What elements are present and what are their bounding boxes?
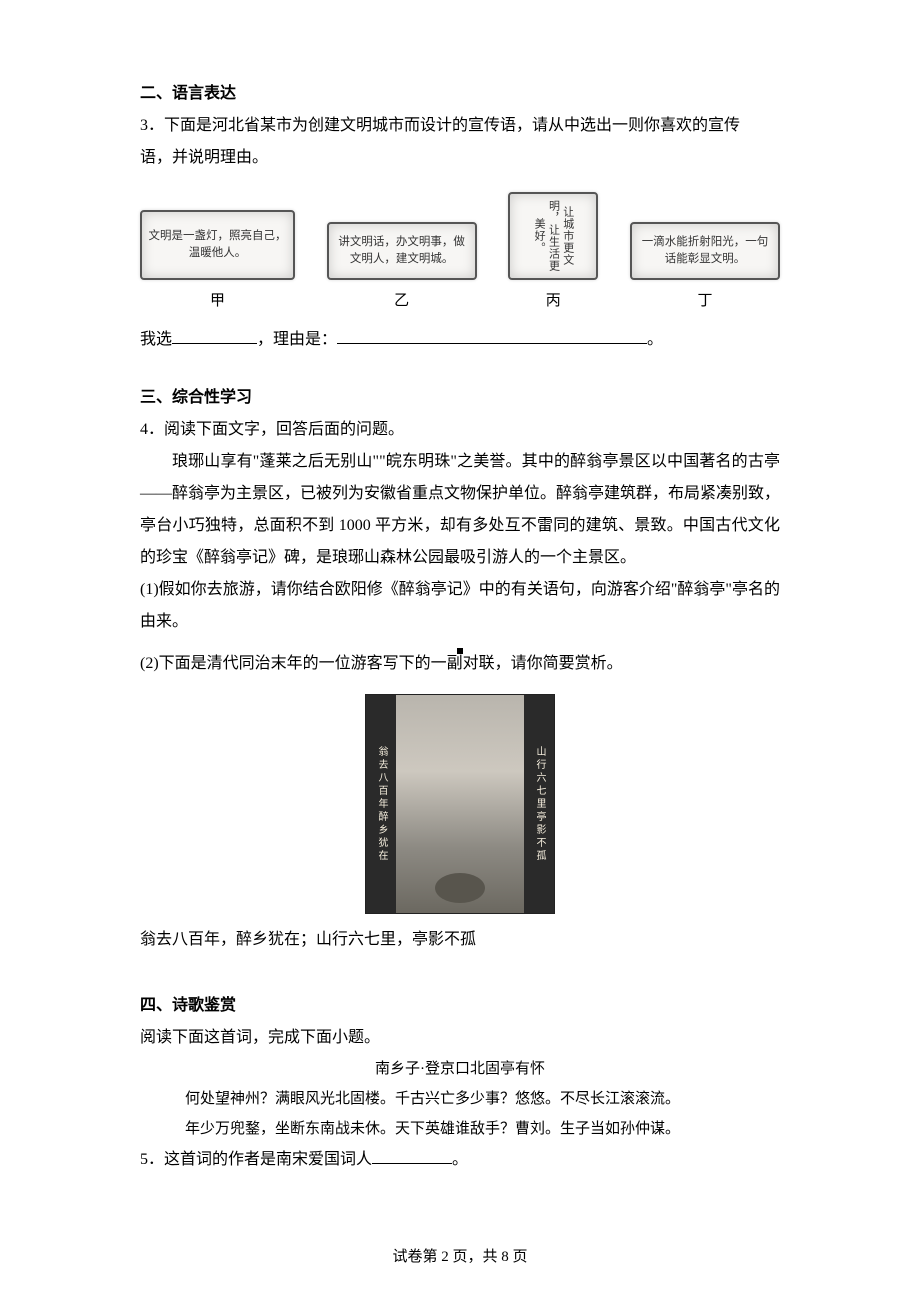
q3-intro-line2: 语，并说明理由。 bbox=[140, 142, 780, 174]
section-heading-3: 三、综合性学习 bbox=[140, 382, 780, 414]
couplet-center bbox=[396, 695, 524, 913]
q4-paragraph: 琅琊山享有"蓬莱之后无别山""皖东明珠"之美誉。其中的醉翁亭景区以中国著名的古亭… bbox=[140, 446, 780, 574]
q5-prefix: 5．这首词的作者是南宋爱国词人 bbox=[140, 1151, 372, 1168]
slogan-row: 文明是一盏灯，照亮自己，温暖他人。 甲 讲文明话，办文明事，做文明人，建文明城。… bbox=[140, 192, 780, 316]
blank-reason[interactable] bbox=[337, 326, 647, 344]
fill-prefix: 我选 bbox=[140, 331, 172, 348]
slogan-item-c: 让城市更文明，让生活更美好。 丙 bbox=[508, 192, 598, 316]
q-poem-intro: 阅读下面这首词，完成下面小题。 bbox=[140, 1022, 780, 1054]
fill-mid: ，理由是： bbox=[257, 331, 337, 348]
slogan-item-d: 一滴水能折射阳光，一句话能彰显文明。 丁 bbox=[630, 222, 780, 316]
slogan-box-c: 让城市更文明，让生活更美好。 bbox=[508, 192, 598, 280]
slogan-item-b: 讲文明话，办文明事，做文明人，建文明城。 乙 bbox=[327, 222, 477, 316]
q3-intro-line1: 3．下面是河北省某市为创建文明城市而设计的宣传语，请从中选出一则你喜欢的宣传 bbox=[140, 110, 780, 142]
slogan-label-b: 乙 bbox=[394, 286, 409, 316]
slogan-box-d: 一滴水能折射阳光，一句话能彰显文明。 bbox=[630, 222, 780, 280]
couplet-text-line: 翁去八百年，醉乡犹在；山行六七里，亭影不孤 bbox=[140, 924, 780, 956]
couplet-pillar-right: 山行六七里亭影不孤 bbox=[524, 695, 554, 913]
poem-line-1: 何处望神州？满眼风光北固楼。千古兴亡多少事？悠悠。不尽长江滚滚流。 bbox=[140, 1084, 780, 1114]
section-heading-2: 二、语言表达 bbox=[140, 78, 780, 110]
blank-author[interactable] bbox=[372, 1146, 452, 1164]
q5-line: 5．这首词的作者是南宋爱国词人 。 bbox=[140, 1144, 780, 1176]
dot-icon bbox=[140, 638, 780, 648]
poem-title: 南乡子·登京口北固亭有怀 bbox=[140, 1054, 780, 1084]
slogan-label-c: 丙 bbox=[546, 286, 561, 316]
q4-sub2: (2)下面是清代同治末年的一位游客写下的一副对联，请你简要赏析。 bbox=[140, 648, 780, 680]
couplet-pillar-left: 翁去八百年醉乡犹在 bbox=[366, 695, 396, 913]
q4-sub1: (1)假如你去旅游，请你结合欧阳修《醉翁亭记》中的有关语句，向游客介绍"醉翁亭"… bbox=[140, 574, 780, 638]
fill-end: 。 bbox=[647, 331, 663, 348]
poem-line-2: 年少万兜鍪，坐断东南战未休。天下英雄谁敌手？曹刘。生子当如孙仲谋。 bbox=[140, 1114, 780, 1144]
section-heading-4: 四、诗歌鉴赏 bbox=[140, 990, 780, 1022]
slogan-text-c: 让城市更文明，让生活更美好。 bbox=[532, 198, 575, 274]
q5-end: 。 bbox=[452, 1151, 468, 1168]
q3-fill-line: 我选 ，理由是： 。 bbox=[140, 324, 780, 356]
slogan-box-b: 讲文明话，办文明事，做文明人，建文明城。 bbox=[327, 222, 477, 280]
slogan-item-a: 文明是一盏灯，照亮自己，温暖他人。 甲 bbox=[140, 210, 295, 316]
page-footer: 试卷第 2 页，共 8 页 bbox=[0, 1242, 920, 1272]
slogan-box-a: 文明是一盏灯，照亮自己，温暖他人。 bbox=[140, 210, 295, 280]
slogan-label-a: 甲 bbox=[210, 286, 225, 316]
couplet-image: 翁去八百年醉乡犹在 山行六七里亭影不孤 bbox=[365, 694, 555, 914]
blank-choice[interactable] bbox=[172, 326, 257, 344]
q4-line1: 4．阅读下面文字，回答后面的问题。 bbox=[140, 414, 780, 446]
slogan-label-d: 丁 bbox=[697, 286, 712, 316]
